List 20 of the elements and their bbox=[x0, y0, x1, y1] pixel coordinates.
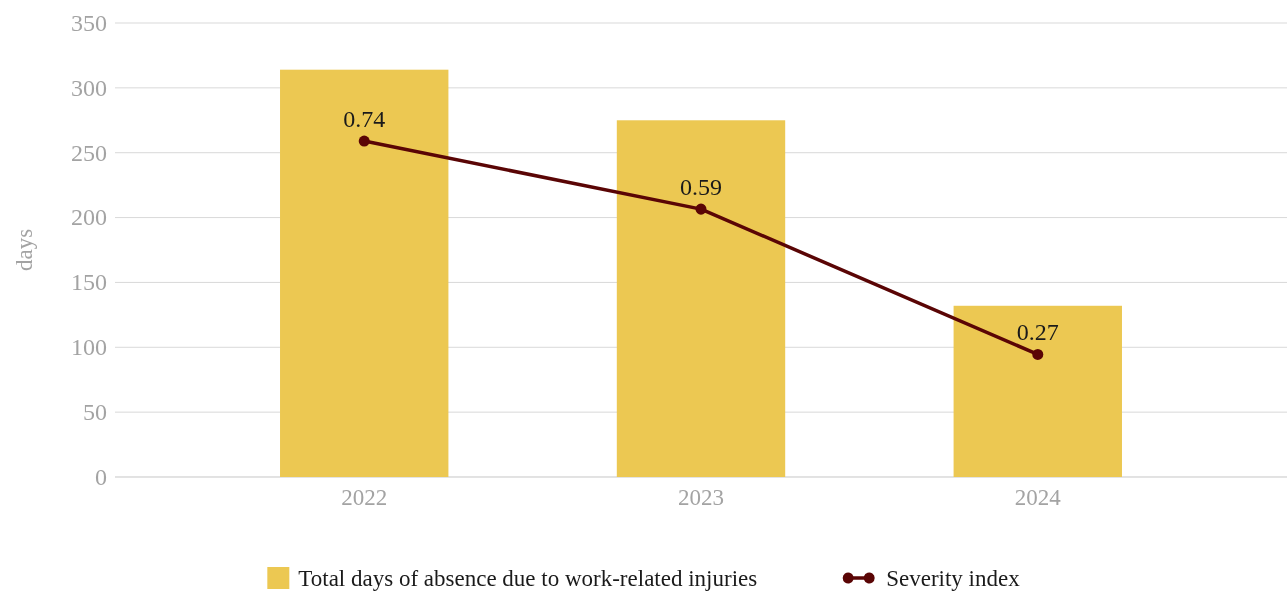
x-tick-label: 2022 bbox=[341, 485, 388, 510]
y-tick-label: 300 bbox=[71, 74, 107, 101]
bar bbox=[953, 305, 1122, 477]
bar bbox=[616, 120, 786, 477]
legend-label: Total days of absence due to work-related injuries bbox=[298, 565, 758, 591]
x-tick-label: 2024 bbox=[1014, 485, 1062, 510]
y-axis-title: days bbox=[12, 228, 37, 272]
y-tick-label: 50 bbox=[83, 399, 107, 426]
x-tick-label: 2023 bbox=[678, 485, 724, 510]
y-tick-label: 100 bbox=[71, 334, 107, 361]
data-label: 0.59 bbox=[680, 174, 722, 201]
y-tick-label: 200 bbox=[71, 204, 107, 231]
y-tick-label: 0 bbox=[95, 463, 107, 490]
y-tick-label: 250 bbox=[71, 139, 107, 166]
y-tick-label: 350 bbox=[71, 9, 107, 36]
y-tick-label: 150 bbox=[71, 269, 107, 296]
legend-label: Severity index bbox=[886, 565, 1021, 591]
data-label: 0.74 bbox=[343, 106, 386, 133]
bar bbox=[280, 69, 449, 477]
data-label: 0.27 bbox=[1016, 319, 1059, 346]
